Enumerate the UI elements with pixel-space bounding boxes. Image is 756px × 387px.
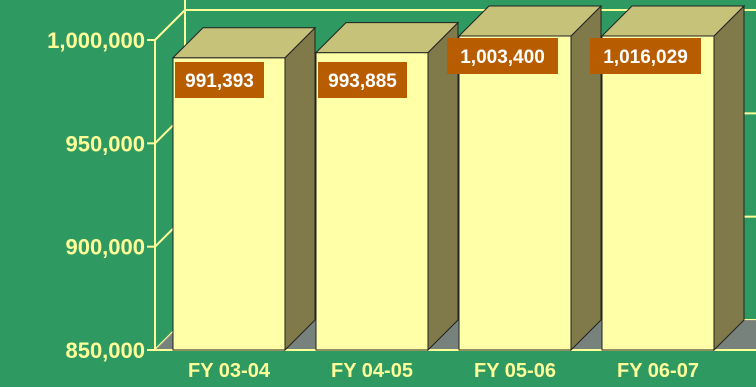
y-tick-label: 1,000,000 [47,28,145,53]
bar-front [458,35,572,351]
bar-top [171,27,317,59]
bar-front [601,35,715,351]
bar-side [284,26,316,352]
x-tick-label: FY 06-07 [617,360,699,382]
bar-front [172,57,286,351]
data-label-box [318,62,407,98]
data-labels: 991,393 993,885 1,003,400 1,016,029 [175,38,701,98]
bar-side [713,4,745,352]
bar-top [314,22,460,54]
gridline-diagonal [154,9,186,41]
data-label: 1,016,029 [603,47,688,68]
y-tick-label: 950,000 [65,131,145,156]
data-label-box [175,62,264,98]
y-axis-ticks: 850,000 900,000 950,000 1,000,000 [47,28,145,363]
bar-front [315,52,429,351]
data-label-box [447,38,558,74]
x-axis-ticks: FY 03-04 FY 04-05 FY 05-06 FY 06-07 [188,360,699,382]
data-label: 993,885 [328,71,397,92]
y-tick-label: 850,000 [65,338,145,363]
x-tick-label: FY 04-05 [331,360,413,382]
y-tick-label: 900,000 [65,235,145,260]
data-label-box [590,38,701,74]
x-tick-label: FY 05-06 [474,360,556,382]
data-label: 1,003,400 [460,47,545,68]
x-tick-label: FY 03-04 [188,360,271,382]
bar-top [600,5,746,37]
data-label: 991,393 [185,71,254,92]
bar-top [457,5,603,37]
bars-layer [171,4,746,352]
